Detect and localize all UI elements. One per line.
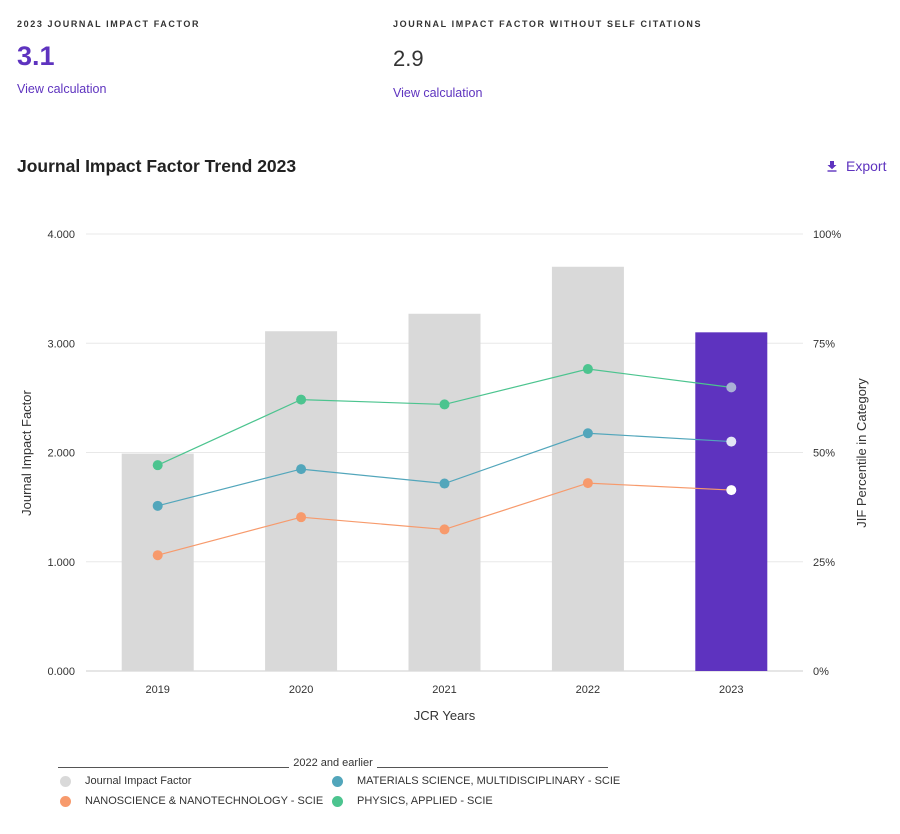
y2-tick-label: 75% bbox=[813, 338, 835, 350]
legend-label-materials: MATERIALS SCIENCE, MULTIDISCIPLINARY - S… bbox=[357, 775, 621, 787]
y2-axis-title: JIF Percentile in Category bbox=[854, 378, 869, 528]
legend-dot-materials bbox=[332, 775, 343, 787]
series-point-physics bbox=[582, 364, 593, 375]
x-tick-label: 2020 bbox=[289, 684, 313, 696]
jif-bar bbox=[408, 313, 481, 671]
legend-label-jif: Journal Impact Factor bbox=[85, 775, 192, 787]
legend-item-jif[interactable]: Journal Impact Factor bbox=[58, 775, 330, 787]
x-axis-title: JCR Years bbox=[414, 708, 476, 723]
legend-rule-right bbox=[376, 759, 609, 768]
jif-without-self-citations-view-calculation-link[interactable]: View calculation bbox=[393, 86, 483, 100]
x-tick-label: 2021 bbox=[432, 684, 456, 696]
legend-rule-left bbox=[58, 759, 290, 768]
jif-bar bbox=[121, 453, 194, 671]
legend-item-physics[interactable]: PHYSICS, APPLIED - SCIE bbox=[330, 795, 600, 807]
series-point-physics bbox=[152, 460, 163, 471]
jif-bar bbox=[551, 266, 624, 671]
series-point-materials bbox=[582, 428, 593, 439]
y2-tick-label: 50% bbox=[813, 448, 835, 460]
jif-label: 2023 JOURNAL IMPACT FACTOR bbox=[17, 19, 201, 29]
x-tick-label: 2019 bbox=[145, 684, 169, 696]
jif-bar bbox=[265, 331, 338, 671]
legend-item-nano[interactable]: NANOSCIENCE & NANOTECHNOLOGY - SCIE bbox=[58, 795, 330, 807]
jif-without-self-citations-label: JOURNAL IMPACT FACTOR WITHOUT SELF CITAT… bbox=[393, 19, 703, 29]
legend-dot-physics bbox=[332, 795, 343, 807]
legend-label-nano: NANOSCIENCE & NANOTECHNOLOGY - SCIE bbox=[85, 795, 324, 807]
series-point-physics bbox=[439, 399, 450, 410]
x-tick-label: 2022 bbox=[576, 684, 600, 696]
jif-without-self-citations-value: 2.9 bbox=[393, 46, 424, 71]
series-point-nano bbox=[152, 550, 163, 561]
series-point-physics bbox=[296, 394, 307, 405]
jif-value: 3.1 bbox=[17, 41, 55, 71]
y-tick-label: 2.000 bbox=[47, 448, 75, 460]
export-button[interactable]: Export bbox=[826, 158, 886, 174]
export-label: Export bbox=[846, 158, 887, 174]
series-point-nano bbox=[439, 524, 450, 535]
series-point-physics bbox=[726, 382, 737, 393]
jif-trend-chart: 0.000 1.000 2.000 3.000 4.000 0% 25% 50% 75% 100%… bbox=[19, 229, 869, 723]
y-tick-label: 3.000 bbox=[47, 338, 75, 350]
download-icon bbox=[827, 161, 837, 172]
legend-group-label: 2022 and earlier bbox=[293, 757, 373, 769]
y-tick-label: 1.000 bbox=[47, 557, 75, 569]
y2-tick-label: 25% bbox=[813, 557, 835, 569]
x-tick-label: 2023 bbox=[719, 684, 743, 696]
legend-label-physics: PHYSICS, APPLIED - SCIE bbox=[357, 795, 493, 807]
series-point-materials bbox=[296, 464, 307, 475]
jif-without-self-citations-metric: JOURNAL IMPACT FACTOR WITHOUT SELF CITAT… bbox=[393, 19, 702, 100]
series-point-materials bbox=[726, 436, 737, 447]
y-tick-label: 4.000 bbox=[47, 229, 75, 241]
series-point-nano bbox=[582, 478, 593, 489]
y-tick-label: 0.000 bbox=[47, 666, 75, 678]
series-point-nano bbox=[726, 485, 737, 496]
y2-tick-label: 100% bbox=[813, 229, 841, 241]
y2-tick-label: 0% bbox=[813, 666, 829, 678]
series-point-nano bbox=[296, 512, 307, 523]
legend-dot-nano bbox=[60, 795, 71, 807]
series-point-materials bbox=[152, 500, 163, 511]
series-point-materials bbox=[439, 478, 450, 489]
jif-view-calculation-link[interactable]: View calculation bbox=[17, 82, 107, 96]
y-axis-title: Journal Impact Factor bbox=[19, 389, 34, 515]
jif-metric: 2023 JOURNAL IMPACT FACTOR 3.1 View calc… bbox=[17, 19, 200, 96]
legend-item-materials[interactable]: MATERIALS SCIENCE, MULTIDISCIPLINARY - S… bbox=[330, 775, 620, 787]
legend-dot-jif bbox=[60, 775, 71, 787]
trend-title: Journal Impact Factor Trend 2023 bbox=[17, 156, 297, 176]
legend-group-header: 2022 and earlier bbox=[58, 757, 609, 769]
chart-legend: 2022 and earlier Journal Impact Factor M… bbox=[58, 757, 620, 807]
